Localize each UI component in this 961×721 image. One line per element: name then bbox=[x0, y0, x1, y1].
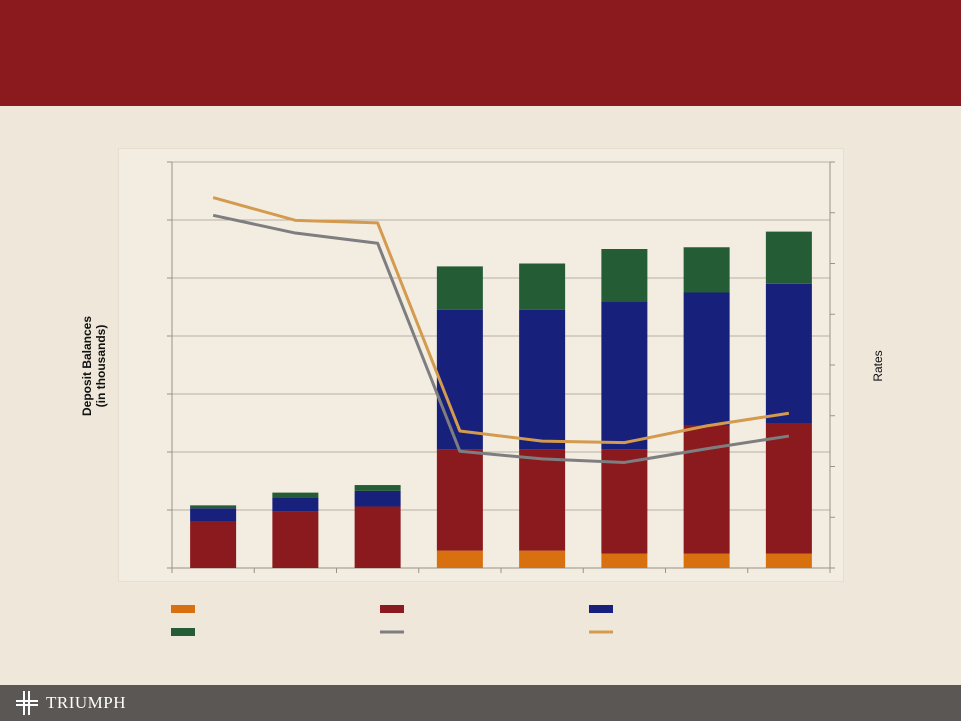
bar-series-4 bbox=[190, 505, 237, 509]
bar-series-4 bbox=[436, 266, 483, 310]
y-axis-label-left: Deposit Balances (in thousands) bbox=[80, 316, 108, 416]
logo-text: TRIUMPH bbox=[46, 693, 127, 712]
legend-marker bbox=[171, 628, 195, 636]
cross-logo-icon bbox=[16, 691, 38, 715]
bar-series-3 bbox=[765, 283, 812, 423]
bar-series-3 bbox=[683, 292, 730, 426]
bar-series-2 bbox=[601, 449, 648, 554]
legend-marker bbox=[380, 605, 404, 613]
bar-series-4 bbox=[765, 231, 812, 284]
bar-series-2 bbox=[519, 449, 566, 551]
legend-marker bbox=[589, 605, 613, 613]
bar-series-2 bbox=[272, 511, 319, 568]
bar-series-3 bbox=[272, 497, 319, 512]
rate-line-1 bbox=[212, 213, 790, 464]
y-axis-label-right: Rates bbox=[871, 350, 885, 382]
bar-series-1 bbox=[519, 550, 566, 568]
y-axis-label-line-2: (in thousands) bbox=[94, 324, 108, 408]
bar-series-4 bbox=[601, 249, 648, 302]
bar-series-3 bbox=[519, 309, 566, 450]
legend-marker bbox=[171, 605, 195, 613]
bar-series-3 bbox=[436, 309, 483, 450]
bar-series-3 bbox=[190, 508, 237, 522]
rate-line-2 bbox=[212, 196, 790, 445]
bar-series-1 bbox=[683, 553, 730, 568]
deposit-chart bbox=[167, 161, 835, 636]
bar-series-2 bbox=[765, 423, 812, 554]
bar-series-2 bbox=[190, 521, 237, 568]
bar-series-1 bbox=[765, 553, 812, 568]
title-banner bbox=[0, 0, 961, 106]
bar-series-3 bbox=[354, 490, 401, 507]
bar-series-4 bbox=[683, 247, 730, 293]
bar-series-1 bbox=[436, 550, 483, 568]
bar-series-4 bbox=[519, 263, 566, 310]
bar-series-4 bbox=[272, 492, 319, 498]
bar-series-2 bbox=[436, 449, 483, 551]
bar-series-4 bbox=[354, 485, 401, 491]
bar-series-2 bbox=[354, 506, 401, 568]
triumph-logo: TRIUMPH bbox=[16, 691, 126, 715]
bar-series-1 bbox=[601, 553, 648, 568]
bar-series-3 bbox=[601, 301, 648, 450]
y-axis-label-line-1: Deposit Balances bbox=[80, 315, 94, 417]
footer-bar: TRIUMPH bbox=[0, 685, 961, 721]
